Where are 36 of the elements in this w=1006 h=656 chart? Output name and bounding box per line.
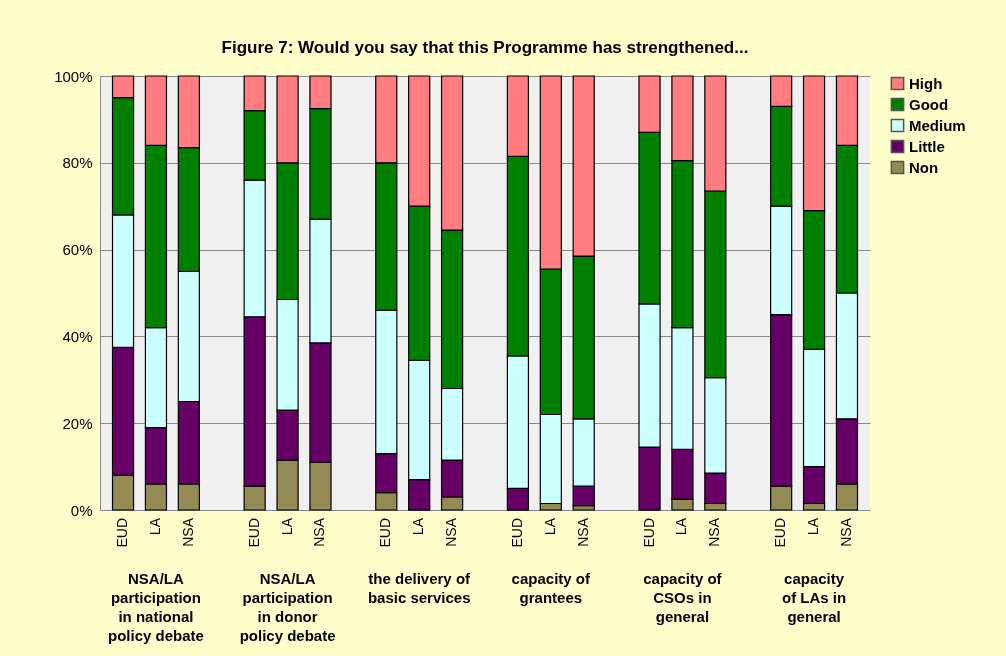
x-tick-label: LA xyxy=(541,517,558,536)
y-tick-label: 0% xyxy=(70,501,93,519)
legend-label: Non xyxy=(909,158,939,176)
chart-title: Figure 7: Would you say that this Programme has strengthened... xyxy=(221,38,749,57)
x-tick-label: NSA xyxy=(837,517,854,547)
x-tick-label: EUD xyxy=(640,518,657,548)
x-tick-label: NSA xyxy=(311,517,328,547)
legend-label: Little xyxy=(909,137,945,155)
text: NSA/LA participation in national policy debate xyxy=(108,570,204,644)
x-tick-label: NSA xyxy=(574,517,591,547)
x-tick-label: LA xyxy=(673,517,690,536)
x-tick-label: NSA xyxy=(443,517,460,547)
x-tick-label: EUD xyxy=(114,518,131,548)
x-tick-label: NSA xyxy=(179,517,196,547)
text: the delivery of basic services xyxy=(367,570,472,606)
y-tick-label: 40% xyxy=(62,327,93,345)
legend-label: High xyxy=(909,74,943,92)
legend-label: Good xyxy=(909,95,949,113)
y-tick-label: 100% xyxy=(54,67,93,85)
x-tick-label: LA xyxy=(278,517,295,536)
x-tick-label: LA xyxy=(410,517,427,536)
text: capacity of grantees xyxy=(511,570,591,606)
y-tick-label: 80% xyxy=(62,154,93,172)
legend-label: Medium xyxy=(909,116,966,134)
text: capacity of LAs in general xyxy=(781,570,847,625)
x-tick-label: LA xyxy=(805,517,822,536)
x-tick-label: LA xyxy=(146,517,163,536)
text: NSA/LA participation in donor policy debate xyxy=(239,570,336,644)
y-tick-label: 20% xyxy=(62,414,93,432)
text: capacity of CSOs in general xyxy=(643,570,723,625)
y-tick-label: 60% xyxy=(62,241,93,259)
x-tick-label: EUD xyxy=(245,518,262,548)
x-tick-label: EUD xyxy=(508,518,525,548)
x-tick-label: NSA xyxy=(706,517,723,547)
x-tick-label: EUD xyxy=(772,518,789,548)
x-tick-label: EUD xyxy=(377,518,394,548)
